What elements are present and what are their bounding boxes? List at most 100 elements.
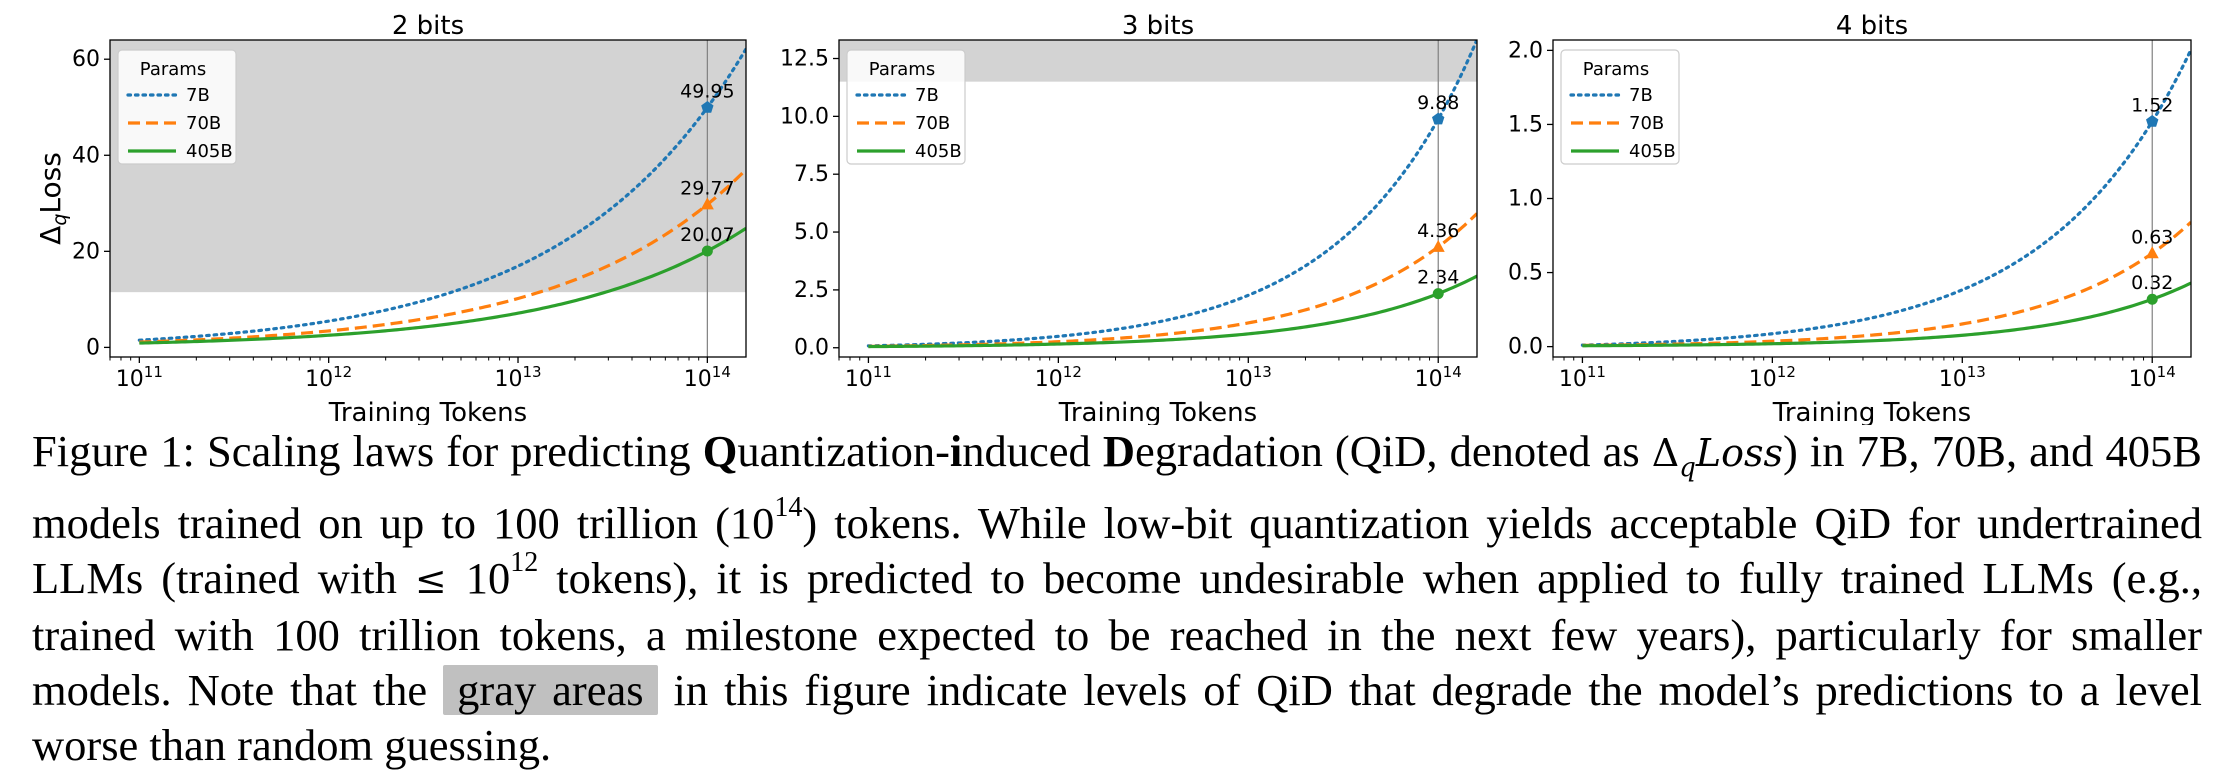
y-tick-label: 0.5 bbox=[1508, 261, 1543, 286]
caption-math-q: q bbox=[1679, 452, 1696, 483]
caption-q-rest: uantization- bbox=[737, 426, 950, 476]
x-tick-label: 1011 bbox=[1559, 363, 1606, 392]
y-tick-label: 60 bbox=[72, 47, 100, 72]
legend-entry-7B: 7B bbox=[1629, 85, 1653, 106]
axes-frame bbox=[838, 39, 1478, 358]
scaling-law-figure: 49.95 29.77 20.07 0 20 40 60 1011 1012 1013 1014 2 … bbox=[34, 11, 2192, 425]
chart-panel-3: 1.52 0.63 0.32 0.0 0.5 1.0 1.5 2.0 1011 1012 1013 1… bbox=[1508, 11, 2192, 425]
caption-lead: Figure 1: Scaling laws for predicting bbox=[32, 426, 703, 476]
legend-entry-70B: 70B bbox=[915, 113, 950, 134]
caption-leq: ≤ bbox=[414, 557, 466, 602]
legend-entry-70B: 70B bbox=[186, 113, 221, 134]
caption-i-rest: nduced bbox=[962, 426, 1103, 476]
legend-box bbox=[846, 49, 966, 165]
marker-70B bbox=[1431, 239, 1445, 252]
data-label-70B: 4.36 bbox=[1417, 220, 1459, 242]
caption-math-delta: Δ bbox=[1651, 431, 1680, 475]
caption-part2: ) in 7B, 70B, and 405B models trained on… bbox=[32, 426, 2202, 548]
x-tick-label: 1014 bbox=[1415, 363, 1462, 392]
marker-7B bbox=[1432, 112, 1445, 125]
x-axis-label: Training Tokens bbox=[1058, 398, 1257, 425]
series-line-405B bbox=[1582, 281, 2191, 348]
data-label-7B: 9.88 bbox=[1417, 92, 1459, 114]
series-line-7B bbox=[1580, 47, 2191, 347]
series-line-405B bbox=[139, 226, 746, 345]
caption-d-bold: D bbox=[1102, 426, 1136, 476]
data-label-70B: 0.63 bbox=[2131, 226, 2173, 248]
x-tick-label: 1012 bbox=[1035, 363, 1082, 392]
panel-title: 3 bits bbox=[1122, 11, 1194, 41]
legend-title: Params bbox=[1583, 59, 1649, 80]
y-tick-label: 2.0 bbox=[1508, 38, 1543, 63]
caption-pow2-base: 10 bbox=[465, 552, 511, 603]
data-label-7B: 49.95 bbox=[680, 80, 734, 102]
legend-box bbox=[117, 49, 237, 165]
x-tick-label: 1012 bbox=[305, 363, 352, 392]
legend-entry-7B: 7B bbox=[915, 85, 939, 106]
legend-box bbox=[1560, 49, 1680, 165]
marker-7B bbox=[701, 101, 714, 113]
axes-frame bbox=[109, 39, 747, 358]
legend: Params 7B 70B 405B bbox=[117, 49, 237, 165]
data-label-405B: 20.07 bbox=[680, 224, 734, 246]
series-line-7B bbox=[866, 40, 1477, 348]
series-line-70B bbox=[1582, 220, 2191, 348]
series-line-7B bbox=[137, 47, 746, 342]
panel-title: 2 bits bbox=[392, 11, 464, 41]
y-tick-label: 20 bbox=[72, 239, 100, 264]
y-tick-label: 5.0 bbox=[794, 220, 829, 245]
curves-group bbox=[1580, 47, 2191, 348]
y-tick-label: 1.5 bbox=[1508, 112, 1543, 137]
x-tick-label: 1013 bbox=[1939, 363, 1986, 392]
caption-d-rest: egradation (QiD, denoted as bbox=[1135, 426, 1652, 476]
chart-panel-2: 9.88 4.36 2.34 0.0 2.5 5.0 7.5 10.0 12.5 1011 1012… bbox=[780, 11, 1478, 425]
series-line-70B bbox=[868, 212, 1477, 348]
x-axis-label: Training Tokens bbox=[328, 398, 527, 425]
legend-title: Params bbox=[140, 59, 206, 80]
gray-areas-highlight: gray areas bbox=[443, 664, 658, 715]
y-tick-label: 0.0 bbox=[794, 336, 829, 361]
caption-part4: tokens), it is predicted to become undes… bbox=[32, 552, 2203, 715]
legend-entry-405B: 405B bbox=[915, 141, 962, 162]
x-tick-label: 1011 bbox=[845, 363, 892, 392]
x-tick-label: 1014 bbox=[684, 363, 731, 392]
legend-title: Params bbox=[869, 59, 935, 80]
caption-pow-base: 10 bbox=[729, 497, 775, 548]
marker-70B bbox=[700, 197, 714, 210]
y-tick-label: 2.5 bbox=[794, 278, 829, 303]
caption-math-loss: Loss bbox=[1695, 431, 1783, 475]
marker-405B bbox=[701, 245, 713, 257]
marker-7B bbox=[2146, 115, 2159, 127]
y-tick-label: 0 bbox=[86, 335, 100, 360]
x-tick-label: 1014 bbox=[2129, 363, 2176, 392]
data-label-7B: 1.52 bbox=[2131, 94, 2173, 116]
marker-405B bbox=[2146, 293, 2158, 305]
y-tick-label: 1.0 bbox=[1508, 187, 1543, 212]
data-label-405B: 2.34 bbox=[1417, 267, 1459, 289]
curves-group bbox=[866, 40, 1477, 349]
x-tick-label: 1012 bbox=[1749, 363, 1796, 392]
x-tick-label: 1011 bbox=[116, 363, 163, 392]
legend: Params 7B 70B 405B bbox=[1560, 49, 1680, 165]
chart-panel-1: 49.95 29.77 20.07 0 20 40 60 1011 1012 1013 1014 2 … bbox=[34, 11, 747, 425]
legend-entry-7B: 7B bbox=[186, 85, 210, 106]
legend-entry-405B: 405B bbox=[186, 141, 233, 162]
curves-group bbox=[137, 47, 746, 345]
y-tick-label: 7.5 bbox=[794, 162, 829, 187]
marker-70B bbox=[2145, 246, 2159, 259]
caption-i-bold: i bbox=[949, 426, 963, 476]
y-axis-label: ΔqLoss bbox=[34, 152, 71, 245]
data-label-405B: 0.32 bbox=[2131, 272, 2173, 294]
y-tick-label: 40 bbox=[72, 143, 100, 168]
series-line-70B bbox=[139, 168, 746, 344]
panel-title: 4 bits bbox=[1836, 11, 1908, 41]
caption-pow-exp: 14 bbox=[774, 492, 803, 524]
caption-pow2-exp: 12 bbox=[510, 547, 539, 579]
y-tick-label: 0.0 bbox=[1508, 335, 1543, 360]
data-label-70B: 29.77 bbox=[680, 177, 734, 199]
x-tick-label: 1013 bbox=[1225, 363, 1272, 392]
caption-part3: ) tokens. While low-bit quantization yie… bbox=[32, 497, 2202, 603]
marker-405B bbox=[1432, 288, 1444, 300]
legend-entry-405B: 405B bbox=[1629, 141, 1676, 162]
y-tick-label: 10.0 bbox=[780, 104, 829, 129]
